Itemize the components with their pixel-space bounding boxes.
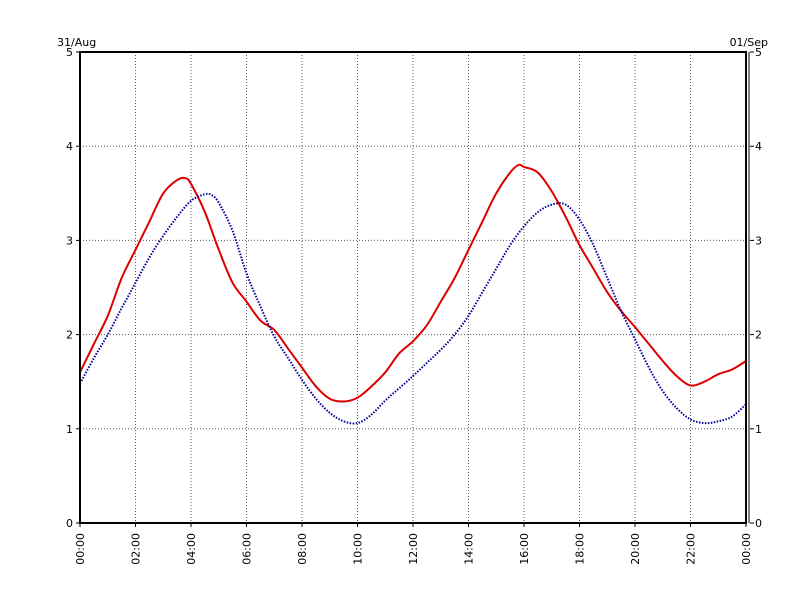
ticks: 00:00 02:00 04:00 06:00 08:00 10:00 12:00 14:00… (66, 46, 762, 565)
grid (80, 52, 746, 523)
x-tick-label: 14:00 (463, 533, 476, 565)
y-tick-label-right: 1 (755, 423, 762, 436)
y-tick-label-right: 2 (755, 329, 762, 342)
x-tick-label: 16:00 (518, 533, 531, 565)
x-tick-label: 02:00 (130, 533, 143, 565)
x-tick-label: 04:00 (185, 533, 198, 565)
x-tick-label: 06:00 (241, 533, 254, 565)
y-tick-label-left: 1 (66, 423, 73, 436)
y-tick-label-right: 0 (755, 517, 762, 530)
y-tick-label-left: 0 (66, 517, 73, 530)
y-tick-label-right: 5 (755, 46, 762, 59)
x-tick-label: 08:00 (296, 533, 309, 565)
x-tick-label: 22:00 (685, 533, 698, 565)
y-tick-label-right: 3 (755, 234, 762, 247)
x-tick-label: 00:00 (740, 533, 753, 565)
plot-border (79, 51, 747, 524)
series-layer (79, 163, 747, 425)
y-tick-label-left: 5 (66, 46, 73, 59)
y-tick-label-right: 4 (755, 140, 762, 153)
x-tick-label: 12:00 (407, 533, 420, 565)
plot-frame (79, 51, 750, 524)
x-tick-label: 00:00 (74, 533, 87, 565)
x-tick-label: 18:00 (574, 533, 587, 565)
date-label-left: 31/Aug (57, 36, 96, 49)
y-tick-label-left: 3 (66, 234, 73, 247)
x-tick-label: 10:00 (352, 533, 365, 565)
series-line-blue-dotted (79, 192, 747, 425)
series-line-red (79, 163, 747, 403)
y-tick-label-left: 4 (66, 140, 73, 153)
x-tick-label: 20:00 (629, 533, 642, 565)
date-label-right: 01/Sep (730, 36, 768, 49)
y-tick-label-left: 2 (66, 329, 73, 342)
